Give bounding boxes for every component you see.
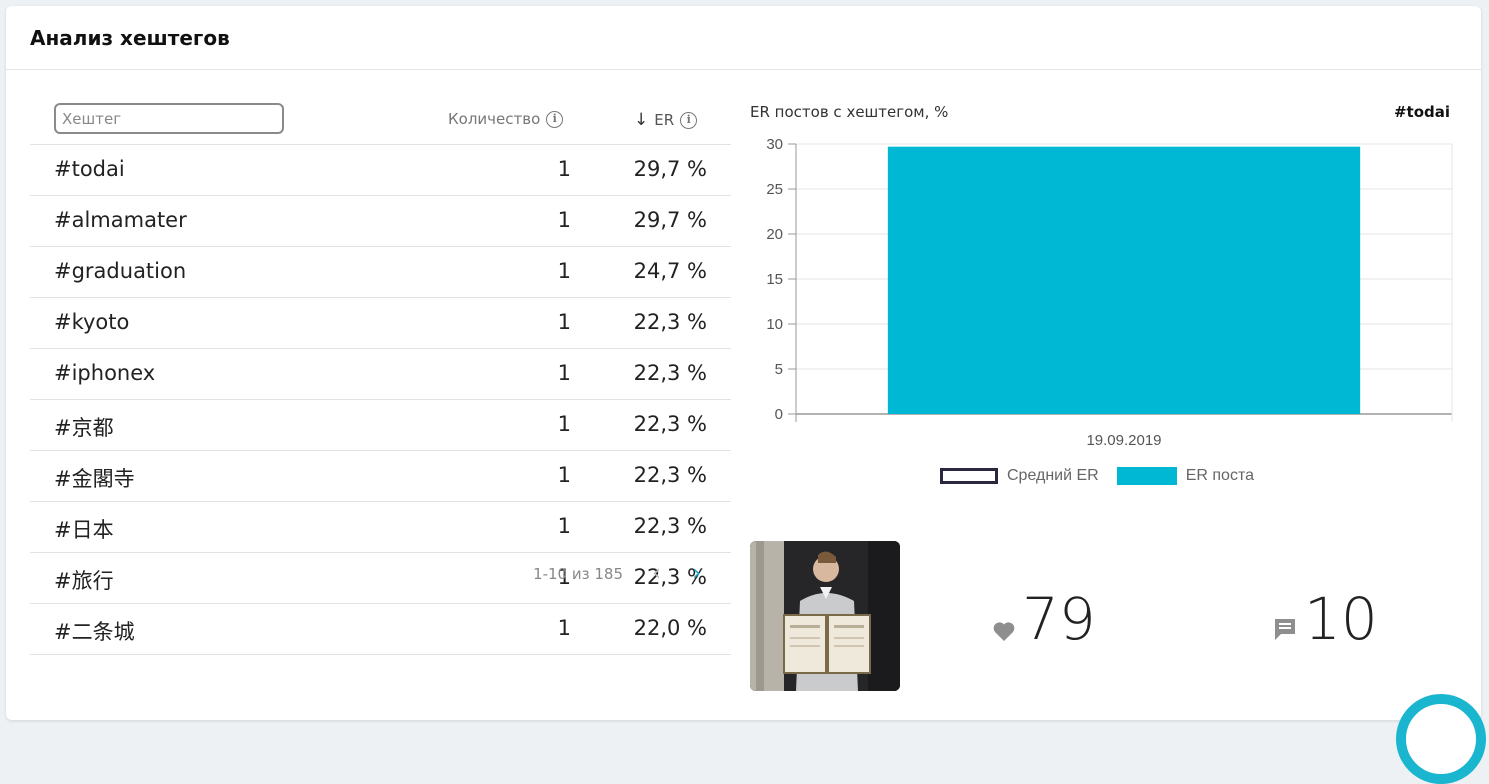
y-tick-label: 0 xyxy=(775,406,783,423)
er-cell: 22,3 % xyxy=(633,463,707,487)
er-cell: 22,3 % xyxy=(633,412,707,436)
er-cell: 24,7 % xyxy=(633,259,707,283)
x-tick-label: 19.09.2019 xyxy=(1086,432,1161,449)
table-row[interactable]: #graduation 1 24,7 % xyxy=(30,247,731,298)
table-row[interactable]: #kyoto 1 22,3 % xyxy=(30,298,731,349)
sort-arrow-down-icon: ↓ xyxy=(634,110,649,130)
er-post-bar xyxy=(887,146,1361,414)
hashtag-cell: #kyoto xyxy=(54,310,130,334)
hashtag-cell: #graduation xyxy=(54,259,187,283)
legend-item-post-er[interactable]: ER поста xyxy=(1116,467,1254,485)
hashtag-cell: #旅行 xyxy=(54,569,114,593)
column-label-er: ER xyxy=(654,111,675,129)
legend-label-post: ER поста xyxy=(1185,467,1254,484)
table-row[interactable]: #日本 1 22,3 % xyxy=(30,502,731,553)
legend-label-average: Средний ER xyxy=(1007,467,1099,484)
count-cell: 1 xyxy=(557,565,571,589)
hashtag-cell: #almamater xyxy=(54,208,187,232)
post-comments: 10 xyxy=(1272,590,1378,648)
y-tick-label: 30 xyxy=(766,136,783,153)
hashtag-search-input[interactable] xyxy=(54,103,284,134)
y-tick-label: 15 xyxy=(766,271,783,288)
column-label-count: Количество xyxy=(448,110,541,128)
chart-title: ER постов с хештегом, % xyxy=(750,103,949,121)
hashtag-cell: #日本 xyxy=(54,518,114,542)
table-body: #todai 1 29,7 % #almamater 1 29,7 % #graduatio… xyxy=(30,145,731,655)
chart-legend: Средний ER ER поста xyxy=(940,467,1254,485)
count-cell: 1 xyxy=(557,310,571,334)
count-cell: 1 xyxy=(557,259,571,283)
table-row[interactable]: #京都 1 22,3 % xyxy=(30,400,731,451)
er-bar-chart: 0 5 10 15 20 25 30 19.09.2019 xyxy=(766,136,1453,449)
help-chat-button[interactable] xyxy=(1396,694,1486,784)
y-tick-label: 25 xyxy=(766,181,783,198)
chevron-right-icon[interactable]: › xyxy=(692,561,701,586)
hashtag-cell: #二条城 xyxy=(54,620,135,644)
er-cell: 22,3 % xyxy=(633,514,707,538)
y-tick-label: 10 xyxy=(766,316,783,333)
er-cell: 29,7 % xyxy=(633,157,707,181)
comment-icon xyxy=(1275,619,1295,640)
card-header: Анализ хештегов xyxy=(6,6,1481,70)
count-cell: 1 xyxy=(557,514,571,538)
hashtag-cell: #iphonex xyxy=(54,361,156,385)
legend-item-average-er[interactable]: Средний ER xyxy=(940,467,1099,485)
column-header-count[interactable]: Количество i xyxy=(448,110,564,128)
column-header-er[interactable]: ↓ ER i xyxy=(634,110,698,130)
table-header: Количество i ↓ ER i xyxy=(30,98,731,145)
pagination-info: 1-10 из 185 xyxy=(533,565,623,583)
table-row[interactable]: #旅行 1 22,3 % xyxy=(30,553,731,604)
er-cell: 29,7 % xyxy=(633,208,707,232)
hashtag-cell: #金閣寺 xyxy=(54,467,135,491)
table-row[interactable]: #金閣寺 1 22,3 % xyxy=(30,451,731,502)
hashtag-cell: #todai xyxy=(54,157,125,181)
count-cell: 1 xyxy=(557,361,571,385)
post-photo-image xyxy=(750,541,900,691)
chart-selected-tag: #todai xyxy=(1393,103,1450,121)
card-title: Анализ хештегов xyxy=(30,25,230,50)
count-cell: 1 xyxy=(557,463,571,487)
table-row[interactable]: #todai 1 29,7 % xyxy=(30,145,731,196)
table-row[interactable]: #iphonex 1 22,3 % xyxy=(30,349,731,400)
heart-icon xyxy=(993,622,1015,641)
post-thumbnail[interactable] xyxy=(750,541,900,691)
table-row[interactable]: #almamater 1 29,7 % xyxy=(30,196,731,247)
likes-count: 79 xyxy=(1022,585,1096,653)
legend-swatch-average xyxy=(940,468,998,484)
er-cell: 22,0 % xyxy=(633,616,707,640)
count-cell: 1 xyxy=(557,157,571,181)
er-cell: 22,3 % xyxy=(633,361,707,385)
pagination: 1-10 из 185 ‹ › xyxy=(30,560,731,590)
chevron-left-icon[interactable]: ‹ xyxy=(652,561,661,586)
post-likes: 79 xyxy=(992,590,1096,648)
y-tick-label: 5 xyxy=(775,361,783,378)
count-cell: 1 xyxy=(557,208,571,232)
hashtag-cell: #京都 xyxy=(54,416,114,440)
count-cell: 1 xyxy=(557,412,571,436)
er-cell: 22,3 % xyxy=(633,310,707,334)
legend-swatch-post xyxy=(1116,467,1177,485)
count-cell: 1 xyxy=(557,616,571,640)
comments-count: 10 xyxy=(1304,585,1378,653)
er-cell: 22,3 % xyxy=(633,565,707,589)
table-row[interactable]: #二条城 1 22,0 % xyxy=(30,604,731,655)
y-tick-label: 20 xyxy=(766,226,783,243)
info-icon[interactable]: i xyxy=(680,111,698,129)
info-icon[interactable]: i xyxy=(546,110,564,128)
er-chart: ER постов с хештегом, % #todai 0 5 10 15 20 2… xyxy=(750,100,1456,500)
